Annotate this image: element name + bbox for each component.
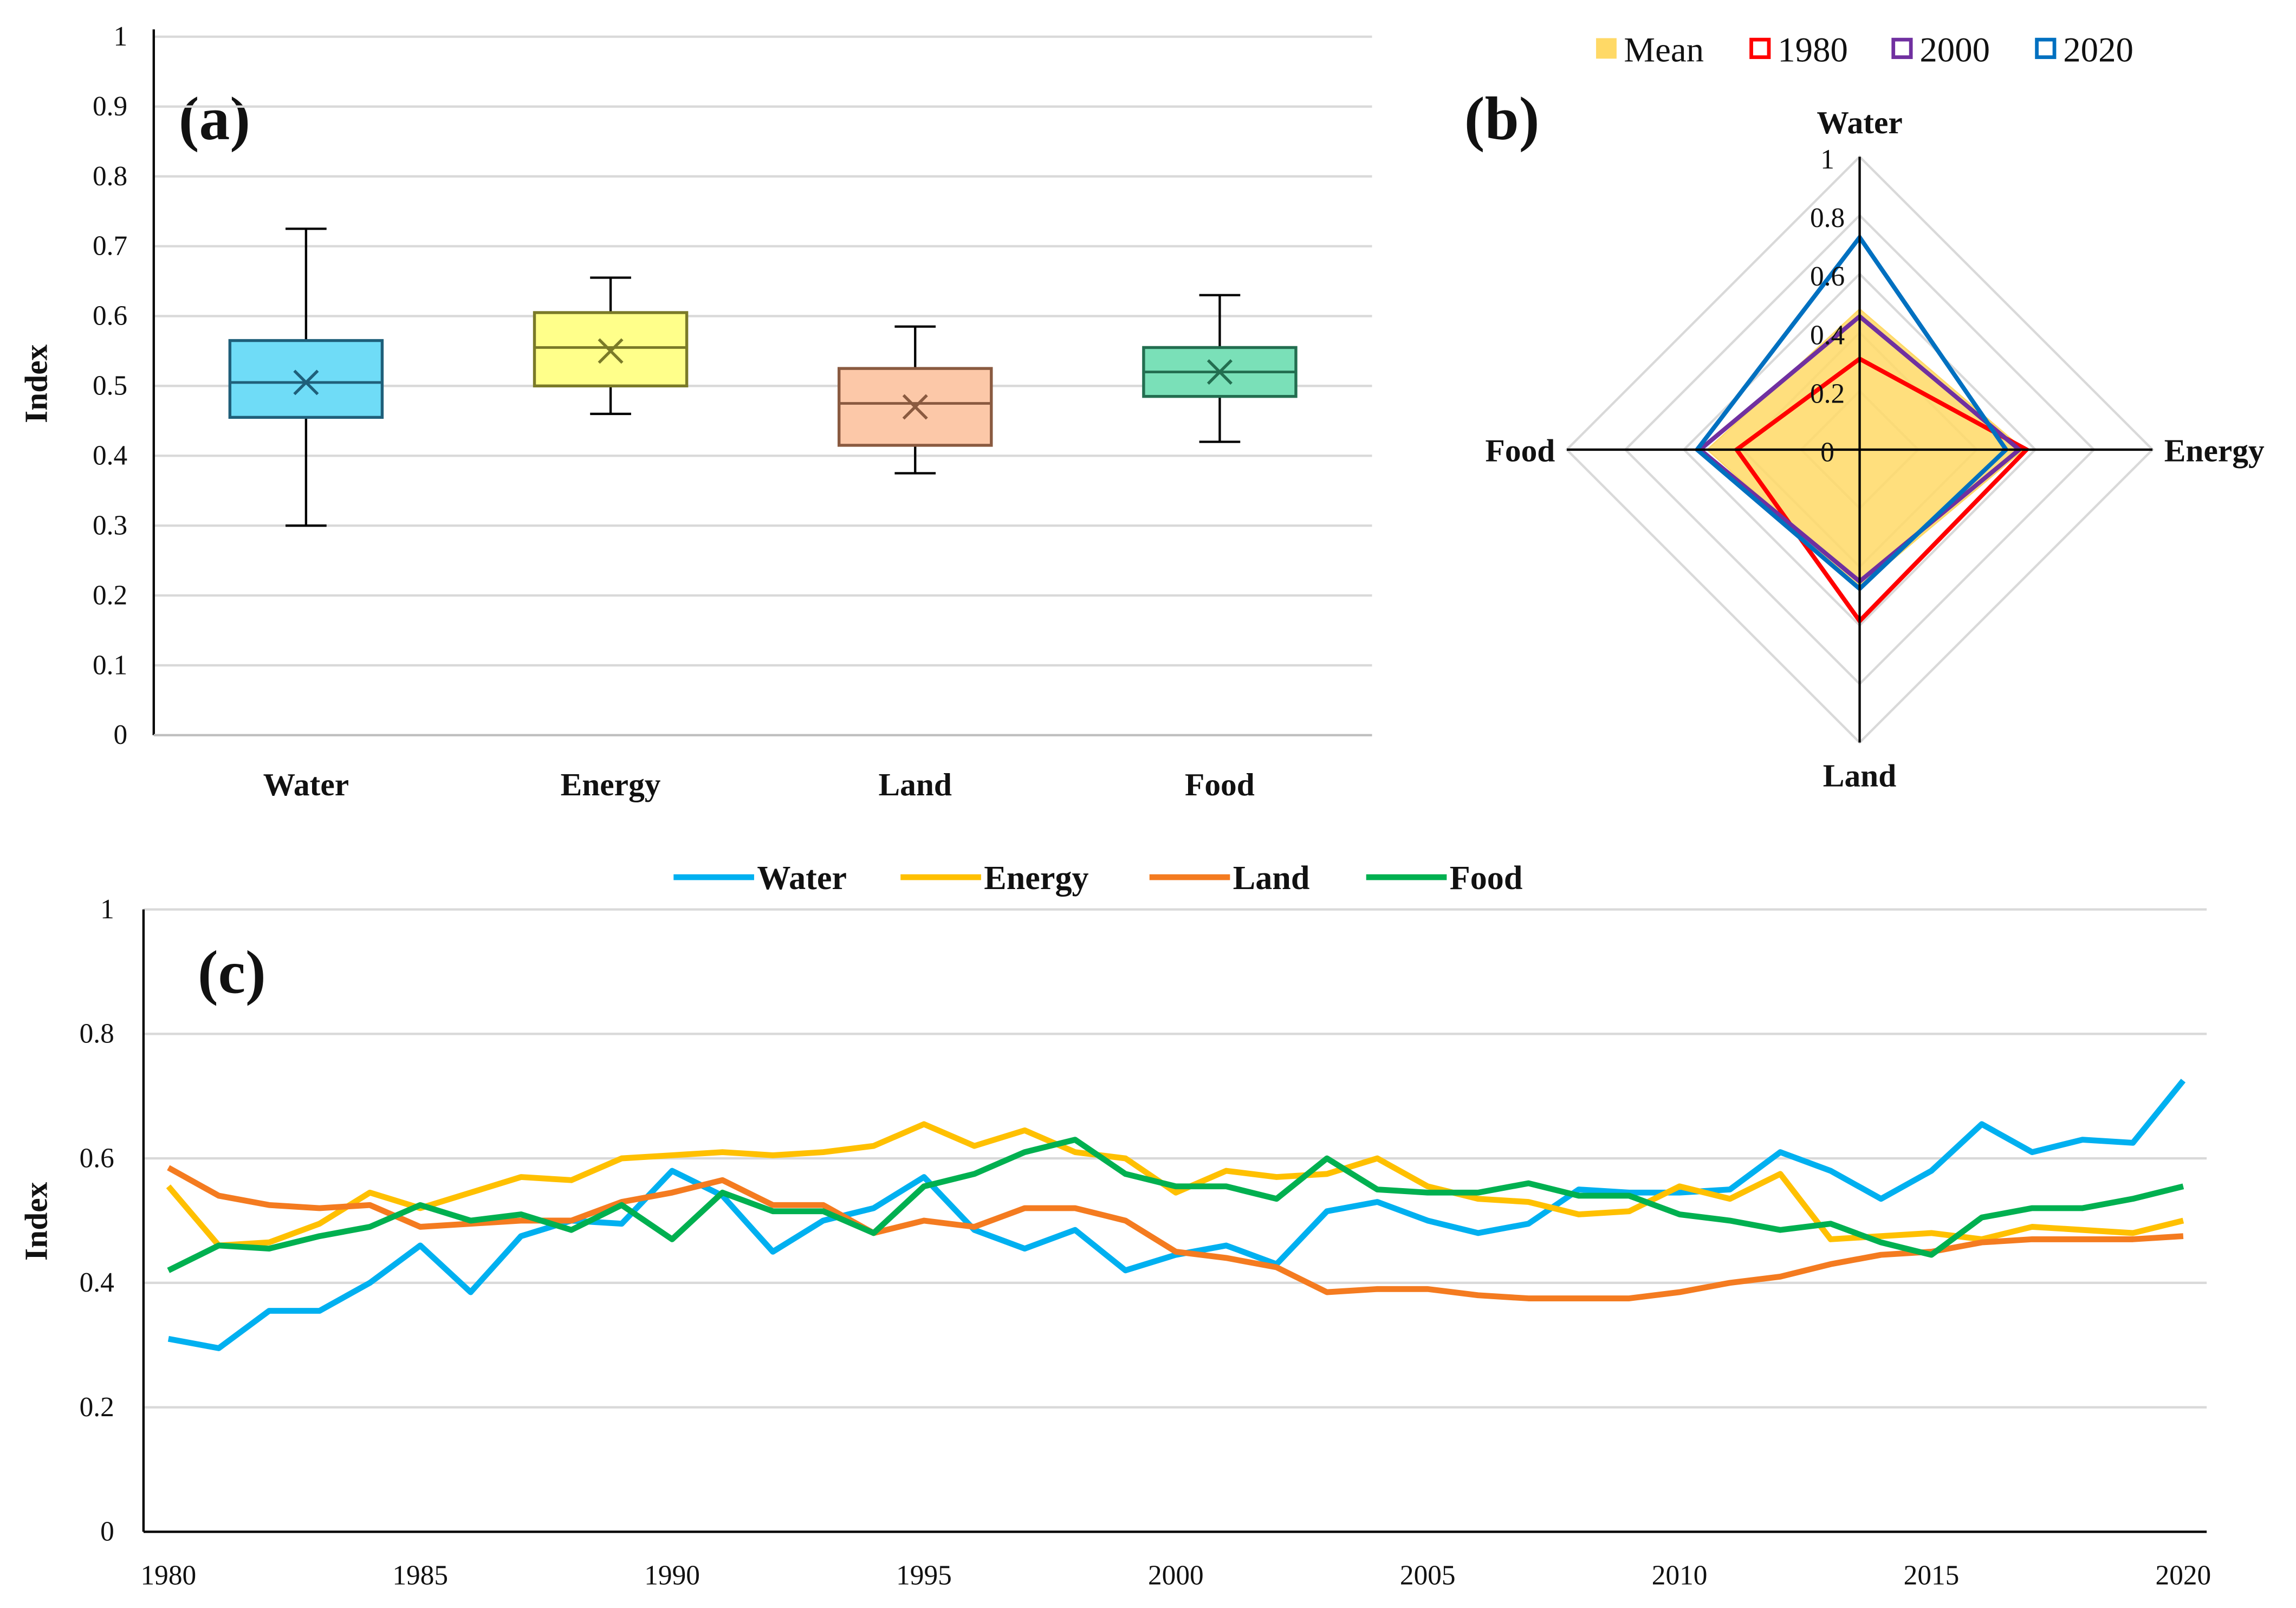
radar-tick-label: 0: [1820, 437, 1834, 468]
legend-swatch: [1749, 37, 1771, 59]
panel-c-y-axis-title: Index: [18, 1182, 54, 1261]
box-water: [228, 339, 384, 419]
mean-marker: [598, 338, 624, 364]
category-label: Food: [1185, 767, 1255, 802]
line-series-water: [167, 1079, 2186, 1351]
y-tick-label: 0.6: [80, 1143, 114, 1173]
radar-tick-label: 1: [1820, 144, 1834, 175]
radar-tick-label: 0.8: [1810, 203, 1845, 234]
x-tick-label: 1995: [896, 1560, 952, 1591]
y-tick-label: 0.1: [93, 650, 127, 680]
y-tick-label: 0.7: [93, 231, 127, 262]
category-label: Energy: [561, 767, 661, 802]
panel-c-label: (c): [198, 938, 266, 1007]
y-tick-label: 0.4: [80, 1267, 114, 1298]
radar-axis-label: Food: [1486, 433, 1555, 469]
panel-a-boxplot: (a) Index 0 0.1 0.2 0.3 0.4 0.5 0.6 0.7 0.8 0.9 1 W…: [18, 21, 1372, 802]
legend-label: Land: [1233, 860, 1310, 897]
y-tick-label: 0.9: [93, 91, 127, 122]
y-tick-label: 0.3: [93, 510, 127, 541]
radar-axis-label: Water: [1817, 105, 1902, 140]
panel-b-radar: (b) 0 0.2 0.4 0.6 0.8 1 Water Energy Land Food Mea…: [1464, 31, 2265, 794]
x-tick-label: 2010: [1652, 1560, 1708, 1591]
legend-label: Water: [757, 860, 847, 897]
line-series-land: [167, 1165, 2184, 1301]
x-tick-label: 2015: [1904, 1560, 1960, 1591]
radar-tick-label: 0.4: [1810, 320, 1845, 351]
mean-marker: [902, 394, 928, 420]
radar-tick-label: 0.2: [1810, 378, 1845, 409]
x-tick-label: 1985: [392, 1560, 448, 1591]
radar-series-Mean: [1706, 308, 2025, 588]
legend-swatch: [1891, 37, 1913, 59]
category-label: Water: [263, 767, 349, 802]
radar-tick-label: 0.6: [1810, 261, 1845, 292]
x-tick-label: 2000: [1148, 1560, 1204, 1591]
mean-marker: [1207, 359, 1233, 385]
legend-label: Energy: [984, 860, 1088, 897]
legend-swatch: [2035, 37, 2057, 59]
legend-swatch: [1596, 38, 1617, 59]
y-tick-label: 0.8: [80, 1019, 114, 1049]
y-tick-label: 0: [113, 719, 127, 750]
x-tick-label: 2005: [1400, 1560, 1456, 1591]
line-series-energy: [166, 1121, 2184, 1249]
x-tick-label: 2020: [2156, 1560, 2211, 1591]
panel-b-label: (b): [1464, 85, 1540, 153]
y-tick-label: 1: [100, 894, 114, 925]
y-tick-label: 0.5: [93, 371, 127, 401]
legend-label: 2000: [1919, 31, 1990, 70]
y-tick-label: 0.8: [93, 161, 127, 192]
y-tick-label: 1: [113, 21, 127, 52]
x-tick-label: 1980: [140, 1560, 196, 1591]
category-label: Land: [878, 767, 952, 802]
mean-marker: [293, 369, 319, 395]
panel-a-label: (a): [179, 85, 250, 153]
y-tick-label: 0.2: [93, 580, 127, 611]
y-tick-label: 0: [100, 1516, 114, 1547]
legend-label: Food: [1450, 860, 1523, 897]
radar-axis-label: Land: [1823, 758, 1897, 794]
y-tick-label: 0.4: [93, 440, 127, 471]
radar-axis-label: Energy: [2164, 433, 2265, 469]
panel-c-line-chart: (c) Index 0 0.2 0.4 0.6 0.8 1 1980 1985 1990 1995…: [18, 860, 2211, 1591]
y-tick-label: 0.2: [80, 1392, 114, 1423]
legend-label: 2020: [2063, 31, 2133, 70]
legend-label: Mean: [1624, 31, 1704, 70]
x-tick-label: 1990: [644, 1560, 700, 1591]
panel-a-y-axis-title: Index: [18, 344, 54, 423]
legend-label: 1980: [1778, 31, 1848, 70]
line-series-food: [167, 1137, 2184, 1273]
y-tick-label: 0.6: [93, 301, 127, 332]
